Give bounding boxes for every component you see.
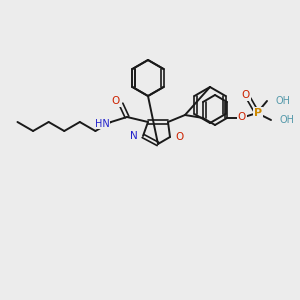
Text: O: O <box>175 132 183 142</box>
Text: O: O <box>242 90 250 100</box>
Text: OH: OH <box>279 115 294 125</box>
Text: N: N <box>130 131 138 141</box>
Text: P: P <box>254 108 262 118</box>
Text: O: O <box>238 112 246 122</box>
Text: OH: OH <box>275 96 290 106</box>
Text: HN: HN <box>95 119 110 129</box>
Text: O: O <box>112 96 120 106</box>
